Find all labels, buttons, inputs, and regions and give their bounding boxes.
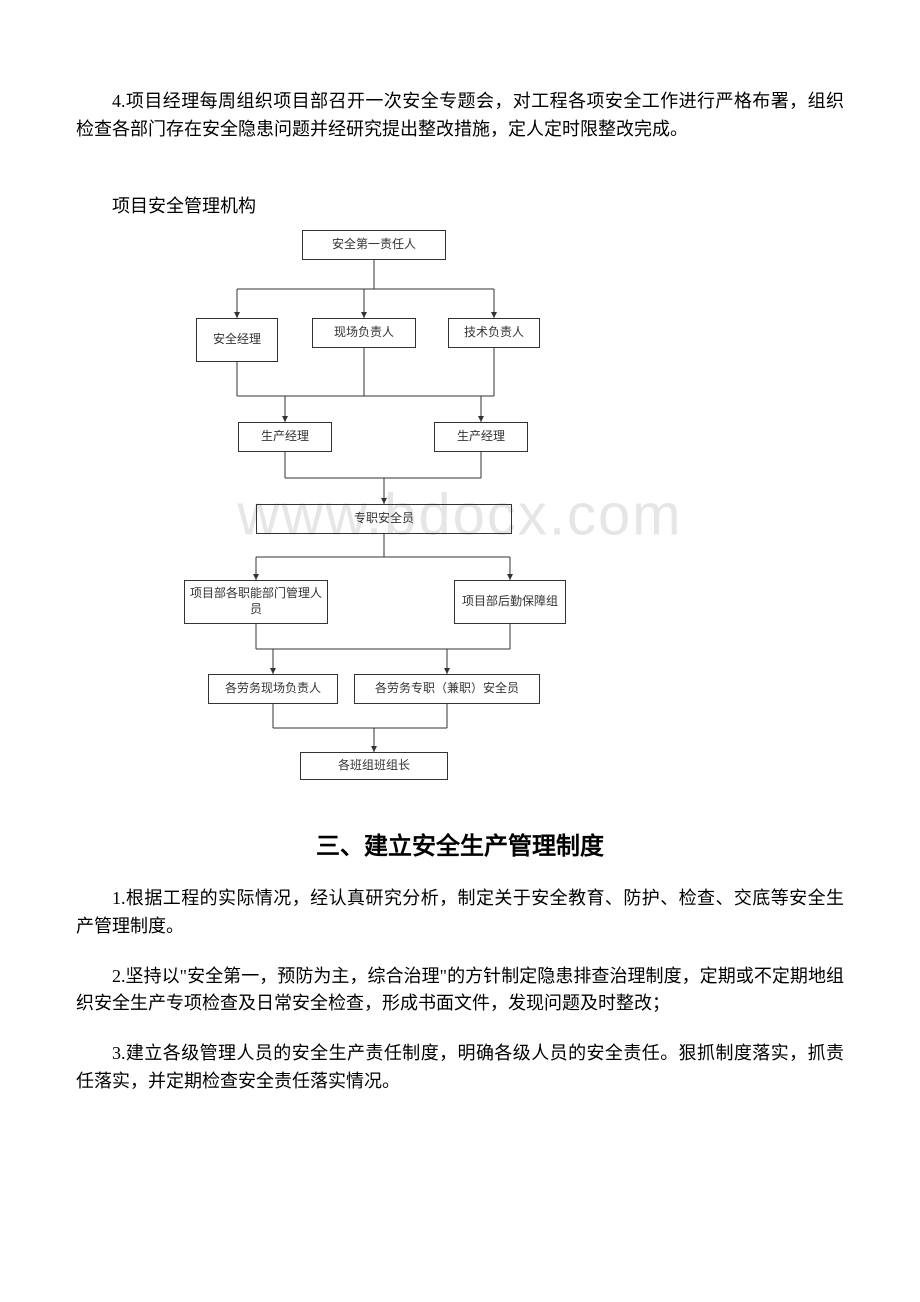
flow-node-n6: 生产经理: [434, 422, 528, 452]
flowchart-container: www.bdocx.com 安全第一责任人安全经理现场负责人技术负责人生产经理生…: [76, 230, 844, 800]
flow-node-n3: 现场负责人: [312, 318, 416, 348]
flow-node-n5: 生产经理: [238, 422, 332, 452]
flow-node-n11: 各劳务专职（兼职）安全员: [354, 674, 540, 704]
paragraph-4: 4.项目经理每周组织项目部召开一次安全专题会，对工程各项安全工作进行严格布署，组…: [76, 88, 844, 144]
flow-node-n2: 安全经理: [196, 318, 278, 362]
flow-node-n12: 各班组班组长: [300, 752, 448, 780]
flow-node-n4: 技术负责人: [448, 318, 540, 348]
flow-node-n10: 各劳务现场负责人: [208, 674, 338, 704]
flow-node-n9: 项目部后勤保障组: [454, 580, 566, 624]
section-3-para-2: 2.坚持以"安全第一，预防为主，综合治理"的方针制定隐患排查治理制度，定期或不定…: [76, 963, 844, 1019]
section-3-para-1: 1.根据工程的实际情况，经认真研究分析，制定关于安全教育、防护、检查、交底等安全…: [76, 885, 844, 941]
flow-node-n8: 项目部各职能部门管理人员: [184, 580, 328, 624]
section-3-para-3: 3.建立各级管理人员的安全生产责任制度，明确各级人员的安全责任。狠抓制度落实，抓…: [76, 1040, 844, 1096]
org-chart-subtitle: 项目安全管理机构: [76, 192, 844, 218]
section-3-heading: 三、建立安全生产管理制度: [76, 826, 844, 861]
flow-node-n7: 专职安全员: [256, 504, 512, 534]
flow-node-n1: 安全第一责任人: [302, 230, 446, 260]
